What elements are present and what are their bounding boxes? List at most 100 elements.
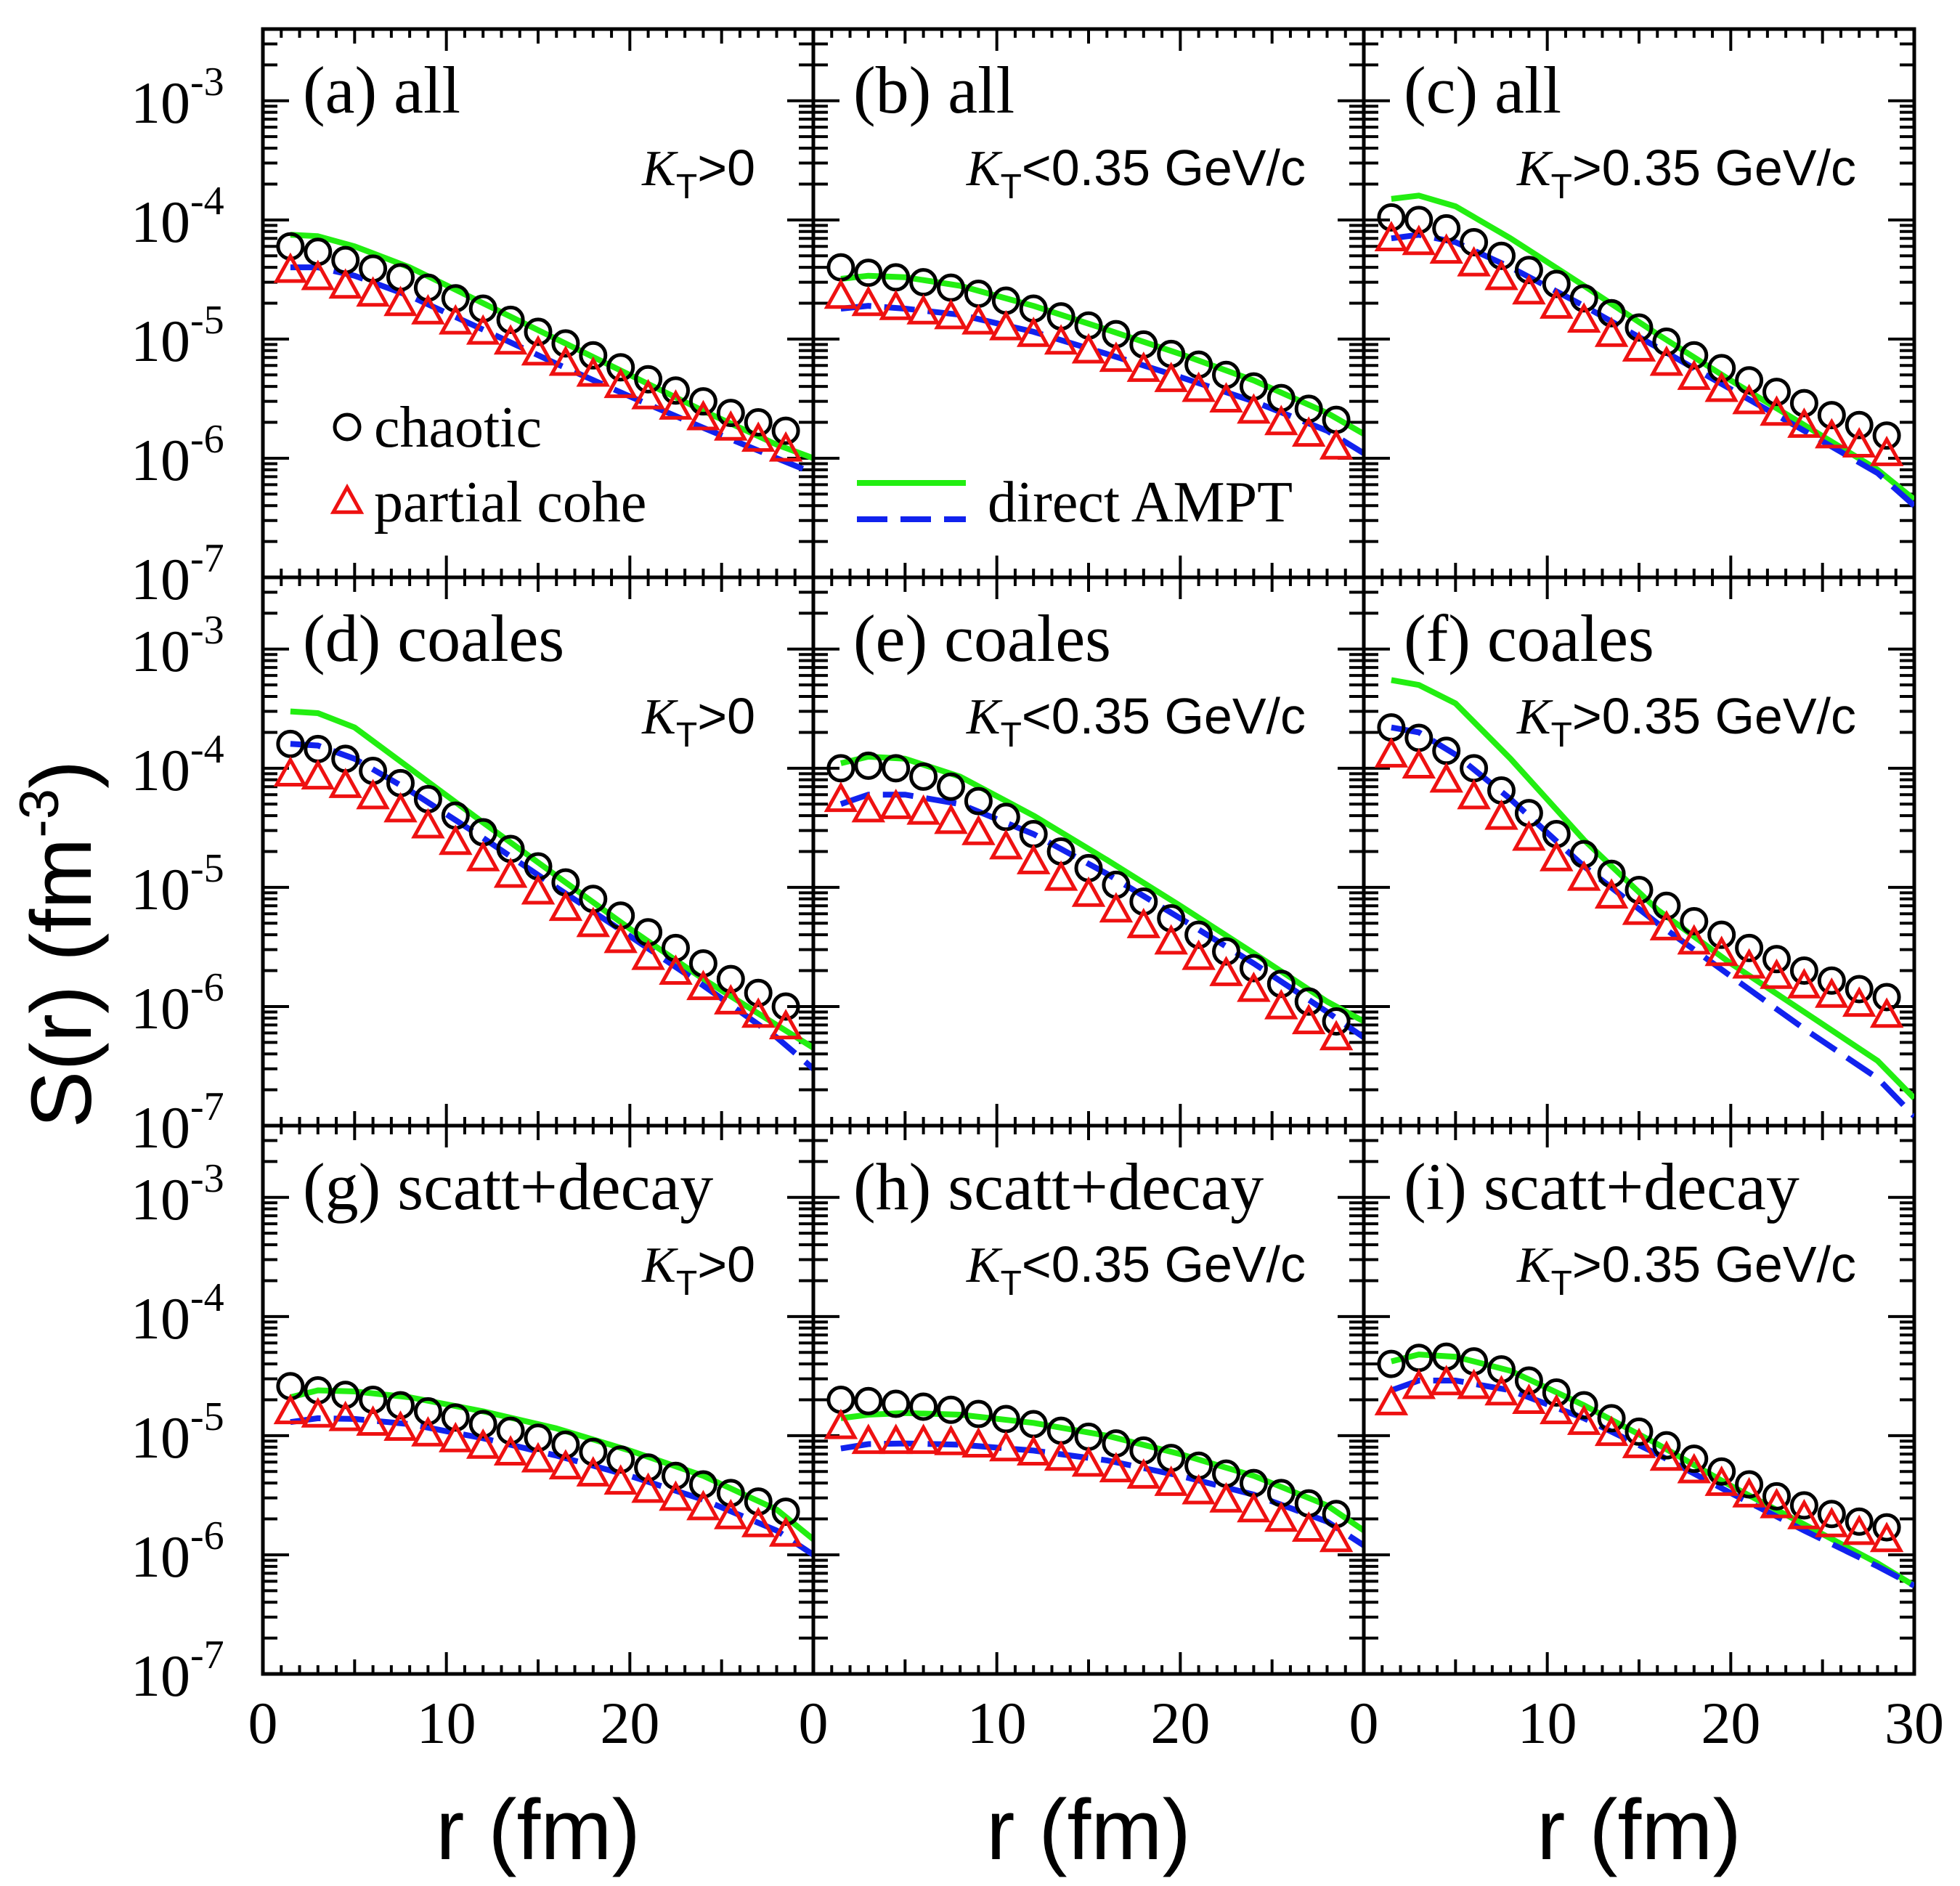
chaotic-point [413, 1397, 442, 1426]
partial-coherent-point [989, 829, 1023, 860]
partial-coherent-point [1704, 935, 1739, 967]
partial-coherent-point [1760, 395, 1794, 426]
x-tick-label: 10 [417, 1690, 476, 1756]
partial-coherent-point [1429, 1365, 1463, 1396]
y-tick-label: 10-4 [131, 1275, 224, 1352]
partial-coherent-point [1044, 860, 1078, 891]
partial-coherent-point [1209, 1481, 1243, 1513]
partial-coherent-point [906, 293, 940, 325]
partial-coherent-point [1566, 302, 1601, 333]
plot-area [824, 1386, 1364, 1553]
partial-coherent-point [934, 298, 968, 330]
partial-coherent-point [659, 389, 693, 420]
partial-coherent-point [714, 1498, 748, 1529]
chaotic-point [1817, 966, 1846, 995]
partial-coherent-point [273, 252, 308, 283]
partial-coherent-point [741, 997, 776, 1028]
chaotic-point [882, 263, 911, 292]
kt-subscript: T [1551, 168, 1572, 206]
partial-coherent-point [1044, 1440, 1078, 1471]
partial-coherent-point [1044, 324, 1078, 355]
chaotic-point [1569, 284, 1598, 313]
partial-coherent-point [1566, 860, 1601, 891]
y-tick-label: 10-3 [131, 608, 224, 684]
partial-coherent-point [1374, 1385, 1409, 1415]
y-tick-base: 10 [131, 975, 190, 1041]
partial-coherent-point [906, 794, 940, 825]
partial-coherent-point [1842, 427, 1876, 458]
partial-coherent-point [1649, 345, 1684, 376]
partial-coherent-point [1126, 1458, 1161, 1489]
kt-label: KT>0.35 GeV/c [1516, 688, 1856, 755]
partial-coherent-point [465, 1428, 500, 1459]
partial-coherent-point [1760, 958, 1794, 989]
kt-condition: >0 [697, 688, 755, 744]
chaotic-point [909, 1392, 938, 1421]
chaotic-point [441, 1403, 470, 1432]
partial-coherent-point [1099, 341, 1134, 373]
partial-coherent-point [301, 759, 336, 790]
chaotic-point [496, 305, 525, 334]
partial-coherent-point [989, 309, 1023, 341]
chaotic-point [1707, 354, 1736, 383]
partial-coherent-point [741, 1506, 776, 1537]
y-tick-base: 10 [131, 1405, 190, 1471]
partial-coherent-point [714, 984, 748, 1015]
panel-a: (a) all KT>0 [261, 27, 816, 580]
chaotic-point [1294, 987, 1323, 1016]
partial-coherent-point [1787, 967, 1821, 999]
kt-subscript: T [1001, 1264, 1022, 1303]
partial-coherent-point [1126, 908, 1161, 938]
kt-condition: <0.35 GeV/c [1022, 688, 1306, 744]
partial-coherent-point [1237, 971, 1271, 1002]
partial-coherent-point [1071, 876, 1106, 907]
chaotic-point [1624, 313, 1654, 342]
partial-coherent-point [383, 285, 418, 317]
y-tick-exponent: -7 [190, 1633, 224, 1678]
panel-b: (b) all KT<0.35 GeV/c [811, 27, 1366, 580]
kt-label: KT>0.35 GeV/c [1516, 1236, 1856, 1303]
y-tick-label: 10-7 [131, 1633, 224, 1709]
partial-coherent-point [383, 1410, 418, 1442]
panel-title: (a) all [303, 53, 460, 127]
partial-coherent-point [768, 1009, 803, 1040]
partial-coherent-point [328, 768, 362, 798]
chaotic-point [826, 754, 855, 783]
chaotic-point [634, 365, 663, 394]
partial-coherent-point [383, 792, 418, 823]
chaotic-point [1239, 954, 1268, 983]
chaotic-point [1597, 298, 1626, 328]
kt-symbol: K [641, 141, 678, 197]
y-tick-label: 10-5 [131, 846, 224, 922]
chaotic-point [1597, 1404, 1626, 1433]
partial-coherent-point [659, 1480, 693, 1511]
y-tick-base: 10 [131, 1643, 190, 1709]
chaotic-point [1624, 1417, 1654, 1446]
partial-coherent-point [1182, 371, 1216, 402]
y-tick-label: 10-5 [131, 1394, 224, 1471]
y-tick-exponent: -6 [190, 965, 224, 1010]
partial-coherent-point [961, 814, 996, 845]
panel-i: (i) scatt+decay KT>0.35 GeV/c [1362, 1123, 1916, 1676]
partial-coherent-point [273, 1394, 308, 1425]
partial-coherent-point [1071, 1446, 1106, 1477]
chaotic-point [579, 1437, 608, 1466]
partial-coherent-point [1209, 382, 1243, 413]
kt-subscript: T [1551, 1264, 1572, 1303]
partial-coherent-point [1154, 924, 1188, 955]
partial-coherent-point [1291, 1004, 1326, 1035]
chaotic-point [1377, 1349, 1406, 1378]
x-tick-label: 20 [1150, 1690, 1210, 1756]
y-tick-label: 10-4 [131, 179, 224, 255]
y-tick-exponent: -7 [190, 536, 224, 581]
chaotic-point [1762, 945, 1791, 974]
partial-coherent-point [1815, 1506, 1849, 1537]
panel-c: (c) all KT>0.35 GeV/c [1362, 27, 1916, 580]
partial-coherent-point [1374, 221, 1409, 251]
chaotic-point [937, 772, 965, 801]
kt-label: KT<0.35 GeV/c [966, 688, 1306, 755]
panel-title: (c) all [1404, 53, 1561, 127]
chaotic-point [1872, 421, 1901, 450]
chaotic-point [1624, 876, 1654, 905]
y-tick-label: 10-6 [131, 965, 224, 1041]
